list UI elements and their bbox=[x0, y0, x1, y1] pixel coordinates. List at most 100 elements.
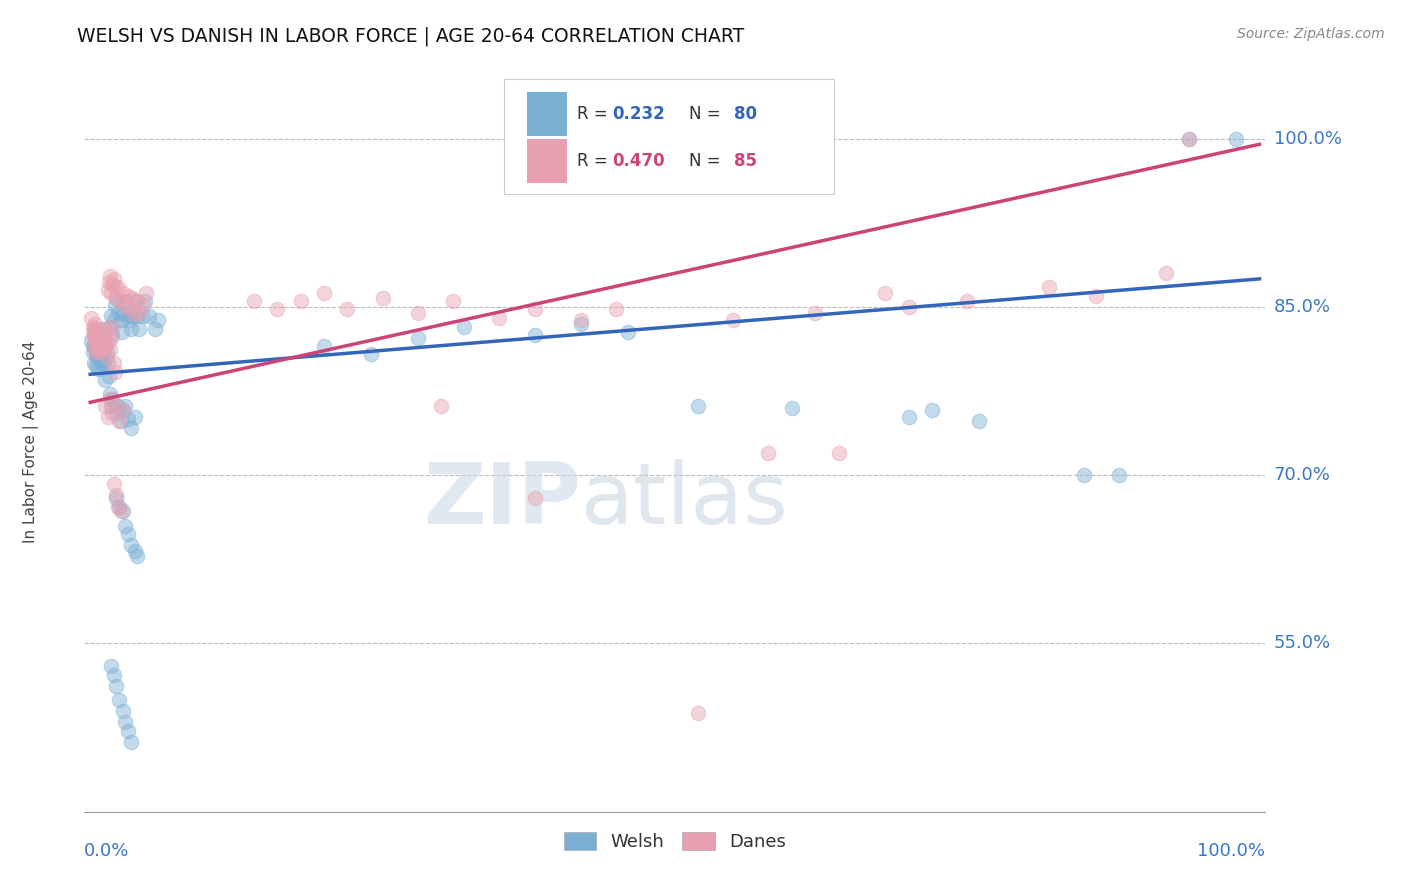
Text: Source: ZipAtlas.com: Source: ZipAtlas.com bbox=[1237, 27, 1385, 41]
Point bbox=[82, 344, 104, 359]
Point bbox=[117, 412, 139, 426]
FancyBboxPatch shape bbox=[527, 139, 568, 183]
Point bbox=[605, 302, 627, 317]
Point bbox=[125, 549, 148, 563]
Point bbox=[100, 286, 122, 301]
Point bbox=[80, 311, 103, 326]
Point bbox=[87, 361, 110, 376]
Point bbox=[98, 268, 121, 283]
Point bbox=[371, 291, 394, 305]
Point bbox=[90, 328, 112, 343]
Text: 0.0%: 0.0% bbox=[84, 842, 129, 860]
Point bbox=[87, 334, 110, 348]
Point bbox=[83, 325, 105, 339]
Point bbox=[118, 302, 141, 317]
Point bbox=[1154, 266, 1177, 280]
Point bbox=[91, 335, 114, 350]
Point bbox=[94, 339, 117, 353]
Point bbox=[523, 491, 546, 505]
Text: 55.0%: 55.0% bbox=[1274, 634, 1331, 652]
Point bbox=[723, 313, 745, 327]
Point bbox=[107, 399, 129, 413]
Point bbox=[98, 387, 121, 401]
Point bbox=[125, 294, 148, 309]
Point bbox=[84, 343, 107, 357]
Point bbox=[80, 334, 103, 348]
Point bbox=[128, 305, 150, 319]
Point bbox=[100, 331, 122, 345]
Point bbox=[523, 302, 546, 317]
Point bbox=[93, 334, 115, 348]
Point bbox=[97, 369, 120, 384]
Text: 85: 85 bbox=[734, 153, 756, 170]
Text: 70.0%: 70.0% bbox=[1274, 467, 1330, 484]
Point bbox=[90, 356, 112, 370]
Point bbox=[100, 309, 122, 323]
Point bbox=[84, 344, 107, 359]
Point bbox=[758, 446, 780, 460]
Point bbox=[897, 409, 920, 424]
Text: R =: R = bbox=[576, 105, 613, 123]
Point bbox=[804, 305, 827, 319]
Point bbox=[104, 491, 127, 505]
Point bbox=[111, 504, 134, 518]
Point bbox=[97, 335, 120, 350]
Point bbox=[90, 343, 112, 357]
Point bbox=[138, 309, 160, 323]
Point bbox=[83, 322, 105, 336]
Point bbox=[96, 351, 118, 365]
Point bbox=[104, 679, 127, 693]
Legend: Welsh, Danes: Welsh, Danes bbox=[557, 824, 793, 858]
Point bbox=[90, 339, 112, 353]
Point bbox=[84, 358, 107, 372]
Point bbox=[114, 714, 136, 729]
Point bbox=[120, 735, 142, 749]
Point bbox=[117, 309, 139, 323]
Point bbox=[1073, 468, 1095, 483]
Point bbox=[98, 392, 121, 406]
Point bbox=[312, 286, 335, 301]
Point bbox=[108, 500, 131, 514]
Text: 0.470: 0.470 bbox=[612, 153, 665, 170]
Point bbox=[97, 275, 120, 289]
Point bbox=[108, 692, 131, 706]
Point bbox=[103, 356, 125, 370]
Point bbox=[125, 309, 148, 323]
Point bbox=[128, 322, 150, 336]
Point bbox=[86, 351, 108, 365]
Point bbox=[120, 538, 142, 552]
Point bbox=[110, 294, 132, 309]
Point bbox=[406, 331, 429, 345]
Point bbox=[430, 399, 453, 413]
Point bbox=[98, 320, 121, 334]
Point bbox=[120, 421, 142, 435]
Text: ZIP: ZIP bbox=[423, 459, 581, 542]
Point bbox=[488, 311, 510, 326]
Text: atlas: atlas bbox=[581, 459, 789, 542]
Point bbox=[83, 317, 105, 331]
Point bbox=[107, 279, 129, 293]
Point bbox=[86, 339, 108, 353]
Point bbox=[569, 313, 592, 327]
Point bbox=[1178, 131, 1201, 145]
Point bbox=[82, 328, 104, 343]
Point bbox=[441, 294, 464, 309]
Point bbox=[132, 309, 155, 323]
Point bbox=[406, 305, 429, 319]
Point bbox=[83, 356, 105, 370]
Point bbox=[86, 331, 108, 345]
Point bbox=[523, 328, 546, 343]
Point bbox=[135, 286, 157, 301]
Point bbox=[111, 403, 134, 417]
Point bbox=[124, 544, 146, 558]
Point bbox=[117, 289, 139, 303]
Point bbox=[134, 294, 156, 309]
Point bbox=[827, 446, 849, 460]
Point bbox=[117, 723, 139, 738]
Point bbox=[101, 320, 124, 334]
Point bbox=[89, 353, 111, 368]
Point bbox=[90, 331, 112, 345]
Text: N =: N = bbox=[689, 105, 725, 123]
Point bbox=[897, 300, 920, 314]
Text: 85.0%: 85.0% bbox=[1274, 298, 1330, 316]
